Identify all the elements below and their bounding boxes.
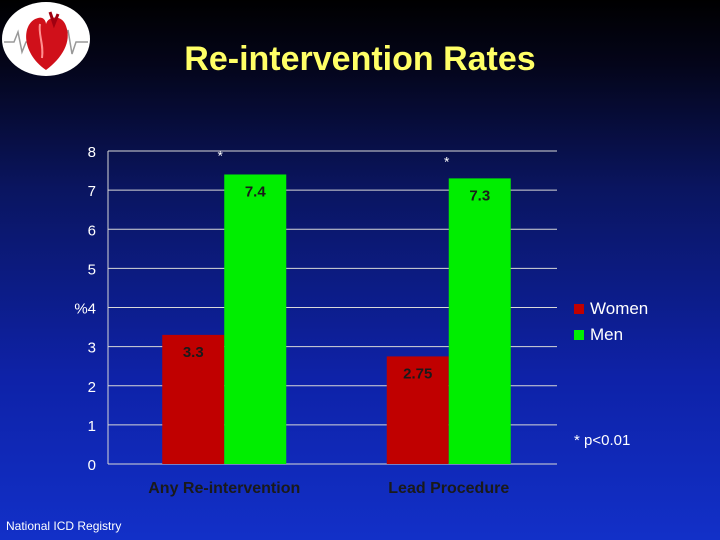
bar-men-1	[448, 178, 511, 464]
legend-swatch-men	[574, 330, 584, 340]
y-tick-label: 7	[88, 183, 96, 200]
y-tick-label: 6	[88, 222, 96, 239]
legend-label-men: Men	[590, 325, 624, 344]
y-tick-label: 1	[88, 418, 96, 435]
bar-men-0	[224, 174, 287, 464]
y-tick-label: 5	[88, 261, 96, 278]
chart-legend: Women Men	[574, 296, 648, 348]
data-label: 3.3	[183, 344, 204, 361]
category-label: Any Re-intervention	[148, 480, 300, 497]
legend-item-men: Men	[574, 322, 648, 348]
bar-women-1	[386, 356, 449, 464]
source-credit: National ICD Registry	[6, 519, 122, 533]
data-label: 7.4	[245, 183, 267, 200]
heart-ecg-logo-icon	[2, 2, 90, 76]
data-label: 7.3	[469, 187, 490, 204]
y-tick-label: %4	[74, 301, 96, 318]
category-label: Lead Procedure	[388, 480, 509, 497]
significance-marker: *	[444, 153, 450, 169]
y-tick-label: 3	[88, 340, 96, 357]
legend-label-women: Women	[590, 299, 649, 318]
y-tick-label: 2	[88, 379, 96, 396]
data-label: 2.75	[403, 365, 432, 382]
slide-title: Re-intervention Rates	[184, 40, 536, 78]
y-tick-label: 8	[88, 144, 96, 161]
significance-footnote: * p<0.01	[574, 432, 631, 449]
legend-item-women: Women	[574, 296, 648, 322]
y-tick-label: 0	[88, 457, 96, 474]
bar-women-0	[162, 334, 225, 464]
significance-marker: *	[218, 147, 224, 163]
legend-swatch-women	[574, 304, 584, 314]
